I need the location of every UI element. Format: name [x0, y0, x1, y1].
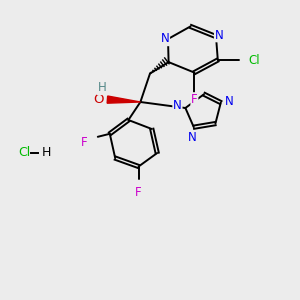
Text: H: H — [98, 81, 106, 94]
Text: F: F — [80, 136, 87, 149]
Text: N: N — [214, 28, 224, 42]
Text: O: O — [93, 93, 104, 106]
Polygon shape — [107, 96, 140, 103]
Text: N: N — [160, 32, 169, 46]
Text: H: H — [41, 146, 51, 160]
Text: N: N — [224, 94, 233, 108]
Text: F: F — [191, 93, 198, 106]
Text: N: N — [173, 99, 182, 112]
Text: N: N — [188, 131, 197, 144]
Text: Cl: Cl — [19, 146, 31, 160]
Text: Cl: Cl — [248, 53, 260, 67]
Text: F: F — [135, 186, 142, 199]
